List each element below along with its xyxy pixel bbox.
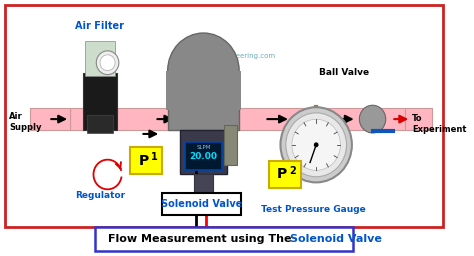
Circle shape [96, 51, 119, 74]
Text: To
Experiment: To Experiment [412, 114, 466, 134]
Text: 20.00: 20.00 [190, 152, 218, 161]
Circle shape [314, 142, 319, 147]
Bar [70, 108, 405, 130]
Bar [184, 142, 222, 169]
Bar [87, 115, 113, 133]
Text: SLPM: SLPM [196, 145, 210, 150]
Text: 2: 2 [289, 166, 296, 176]
Text: P: P [138, 154, 149, 168]
Circle shape [286, 113, 346, 177]
Bar [29, 108, 70, 130]
Circle shape [292, 119, 340, 170]
FancyBboxPatch shape [95, 227, 353, 251]
Bar [194, 175, 213, 192]
Text: Regulator: Regulator [75, 191, 125, 200]
Circle shape [168, 33, 239, 108]
Bar [405, 108, 432, 130]
Bar [180, 130, 227, 175]
Text: P: P [277, 167, 287, 182]
Text: Solenoid Valve: Solenoid Valve [161, 199, 242, 209]
Bar [166, 71, 241, 110]
Circle shape [100, 55, 115, 71]
Text: Air
Supply: Air Supply [9, 112, 41, 132]
Text: Air Filter: Air Filter [75, 21, 124, 31]
Text: Solenoid Valve: Solenoid Valve [290, 234, 382, 244]
Text: 1: 1 [151, 152, 157, 162]
Bar [168, 71, 239, 130]
Text: Ball Valve: Ball Valve [319, 68, 369, 77]
FancyBboxPatch shape [162, 193, 241, 215]
FancyBboxPatch shape [130, 147, 162, 175]
Bar [83, 73, 117, 130]
Bar [224, 125, 237, 165]
Text: Flow Measurement using The: Flow Measurement using The [108, 234, 295, 244]
Bar [85, 41, 115, 76]
Text: DC Supply: DC Supply [178, 228, 225, 237]
Text: www.cfdflowengineering.com: www.cfdflowengineering.com [173, 53, 276, 59]
Text: Test Pressure Gauge: Test Pressure Gauge [261, 205, 366, 214]
FancyBboxPatch shape [269, 161, 301, 188]
Circle shape [281, 107, 352, 183]
Circle shape [359, 105, 386, 133]
